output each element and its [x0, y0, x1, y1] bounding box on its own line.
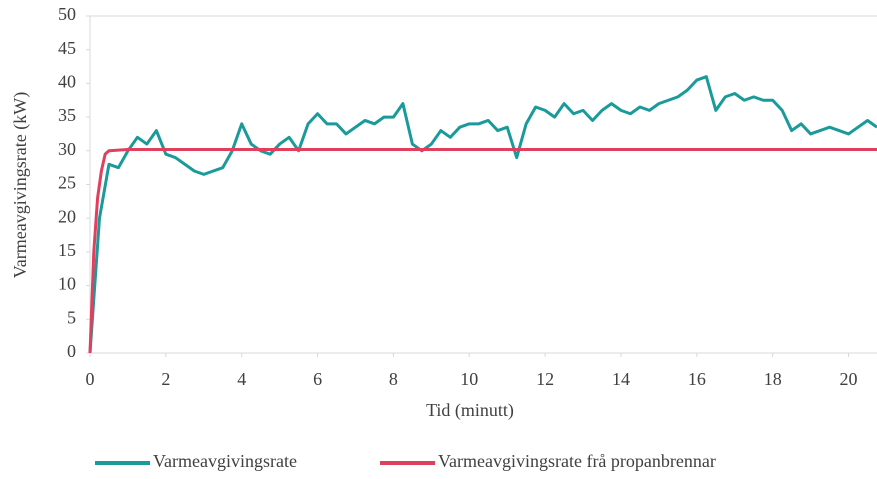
- y-tick-label: 25: [58, 173, 76, 193]
- data-line: [88, 75, 877, 354]
- x-tick-label: 18: [764, 369, 782, 389]
- y-tick-label: 35: [58, 105, 76, 125]
- y-tick-label: 50: [58, 4, 76, 24]
- y-tick-label: 15: [58, 240, 76, 260]
- y-tick-label: 30: [58, 139, 76, 159]
- legend-label: Varmeavgivingsrate frå propanbrennar: [438, 451, 716, 471]
- x-tick-label: 10: [460, 369, 478, 389]
- legend-label: Varmeavgivingsrate: [153, 451, 297, 471]
- x-axis-label: Tid (minutt): [426, 400, 514, 421]
- x-tick-label: 4: [237, 369, 246, 389]
- x-tick-label: 12: [536, 369, 554, 389]
- x-tick-label: 14: [612, 369, 630, 389]
- data-line: [88, 147, 877, 354]
- x-tick-label: 2: [161, 369, 170, 389]
- y-axis-label: Varmeavgivingsrate (kW): [10, 92, 31, 278]
- y-tick-label: 0: [67, 341, 76, 361]
- x-tick-label: 0: [86, 369, 95, 389]
- y-tick-label: 5: [67, 307, 76, 327]
- y-tick-label: 45: [58, 38, 76, 58]
- y-tick-label: 10: [58, 274, 76, 294]
- x-tick-label: 16: [688, 369, 706, 389]
- x-tick-label: 20: [840, 369, 858, 389]
- x-tick-label: 8: [389, 369, 398, 389]
- y-tick-label: 20: [58, 206, 76, 226]
- x-tick-label: 6: [313, 369, 322, 389]
- y-tick-label: 40: [58, 72, 76, 92]
